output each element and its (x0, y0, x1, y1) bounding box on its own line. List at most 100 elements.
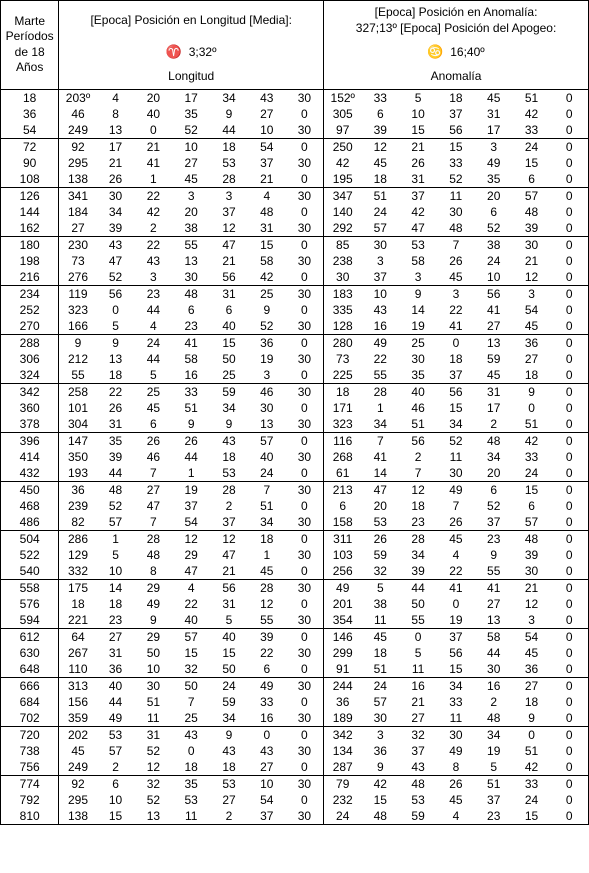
anomaly-cell: 41 (437, 579, 475, 596)
longitude-cell: 24 (134, 334, 172, 351)
anomaly-cell: 6 (361, 106, 399, 122)
longitude-cell: 15 (97, 808, 135, 825)
longitude-sub: Longitud (59, 65, 324, 89)
anomaly-cell: 31 (399, 171, 437, 188)
anomaly-cell: 37 (437, 367, 475, 384)
longitude-cell: 53 (210, 465, 248, 482)
year-cell: 90 (1, 155, 59, 171)
anomaly-cell: 42 (513, 759, 551, 776)
longitude-cell: 20 (172, 204, 210, 220)
anomaly-cell: 0 (513, 400, 551, 416)
longitude-cell: 45 (248, 563, 286, 580)
anomaly-cell: 55 (361, 367, 399, 384)
longitude-cell: 30 (134, 677, 172, 694)
anomaly-cell: 12 (361, 138, 399, 155)
longitude-cell: 34 (210, 400, 248, 416)
longitude-cell: 27 (248, 759, 286, 776)
anomaly-cell: 18 (437, 351, 475, 367)
anomaly-cell: 189 (324, 710, 362, 727)
longitude-cell: 28 (210, 171, 248, 188)
year-cell: 36 (1, 106, 59, 122)
anomaly-cell: 0 (550, 269, 588, 286)
longitude-cell: 20 (134, 89, 172, 106)
anomaly-cell: 7 (361, 432, 399, 449)
anomaly-cell: 51 (361, 661, 399, 678)
anomaly-cell: 54 (513, 302, 551, 318)
longitude-cell: 10 (97, 792, 135, 808)
longitude-cell: 0 (286, 628, 324, 645)
anomaly-cell: 0 (550, 596, 588, 612)
longitude-cell: 10 (248, 775, 286, 792)
longitude-cell: 23 (97, 612, 135, 629)
longitude-cell: 22 (97, 383, 135, 400)
table-row: 720202533143900342332303400 (1, 726, 589, 743)
longitude-cell: 9 (134, 612, 172, 629)
anomaly-cell: 13 (475, 334, 513, 351)
anomaly-cell: 49 (361, 334, 399, 351)
longitude-cell: 30 (286, 351, 324, 367)
anomaly-cell: 15 (513, 155, 551, 171)
anomaly-cell: 16 (361, 318, 399, 335)
anomaly-cell: 44 (399, 579, 437, 596)
anomaly-cell: 225 (324, 367, 362, 384)
longitude-cell: 3 (248, 367, 286, 384)
longitude-cell: 341 (59, 187, 97, 204)
anomaly-cell: 42 (399, 204, 437, 220)
longitude-cell: 25 (172, 710, 210, 727)
longitude-cell: 29 (172, 547, 210, 563)
anomaly-cell: 287 (324, 759, 362, 776)
longitude-cell: 267 (59, 645, 97, 661)
longitude-cell: 40 (172, 612, 210, 629)
anomaly-cell: 33 (513, 122, 551, 139)
longitude-cell: 3 (134, 269, 172, 286)
anomaly-cell: 0 (550, 677, 588, 694)
anomaly-cell: 18 (361, 645, 399, 661)
longitude-cell: 39 (97, 449, 135, 465)
year-cell: 612 (1, 628, 59, 645)
table-row: 7023594911253416301893027114890 (1, 710, 589, 727)
anomaly-cell: 15 (437, 138, 475, 155)
year-cell: 198 (1, 253, 59, 269)
longitude-cell: 9 (248, 302, 286, 318)
anomaly-cell: 51 (361, 187, 399, 204)
anomaly-cell: 56 (399, 432, 437, 449)
anomaly-cell: 2 (475, 694, 513, 710)
longitude-cell: 26 (172, 432, 210, 449)
year-cell: 504 (1, 530, 59, 547)
longitude-cell: 44 (97, 694, 135, 710)
anomaly-cell: 11 (437, 710, 475, 727)
longitude-cell: 31 (248, 220, 286, 237)
table-row: 162273923812313029257474852390 (1, 220, 589, 237)
longitude-cell: 0 (286, 204, 324, 220)
table-row: 902952141275337304245263349150 (1, 155, 589, 171)
longitude-cell: 9 (210, 106, 248, 122)
longitude-cell: 19 (248, 351, 286, 367)
longitude-cell: 43 (97, 236, 135, 253)
anomaly-cell: 0 (550, 547, 588, 563)
longitude-cell: 0 (286, 302, 324, 318)
anomaly-cell: 33 (513, 775, 551, 792)
longitude-cell: 7 (134, 465, 172, 482)
anomaly-cell: 56 (437, 122, 475, 139)
year-cell: 72 (1, 138, 59, 155)
longitude-header-title: [Epoca] Posición en Longitud [Media]: (59, 1, 324, 41)
longitude-cell: 51 (248, 498, 286, 514)
anomaly-cell: 45 (437, 530, 475, 547)
table-row: 36468403592703056103731420 (1, 106, 589, 122)
anomaly-cell: 17 (475, 400, 513, 416)
longitude-cell: 50 (210, 351, 248, 367)
longitude-cell: 166 (59, 318, 97, 335)
year-cell: 378 (1, 416, 59, 433)
anomaly-cell: 0 (437, 596, 475, 612)
longitude-cell: 47 (210, 547, 248, 563)
table-row: 3245518516253022555353745180 (1, 367, 589, 384)
year-cell: 450 (1, 481, 59, 498)
years-header-l2: Períodos (6, 29, 54, 43)
longitude-cell: 15 (210, 334, 248, 351)
longitude-cell: 57 (97, 514, 135, 531)
longitude-cell: 184 (59, 204, 97, 220)
longitude-cell: 21 (97, 155, 135, 171)
anomaly-cell: 30 (437, 726, 475, 743)
table-row: 23411956234831253018310935630 (1, 285, 589, 302)
longitude-cell: 25 (248, 285, 286, 302)
